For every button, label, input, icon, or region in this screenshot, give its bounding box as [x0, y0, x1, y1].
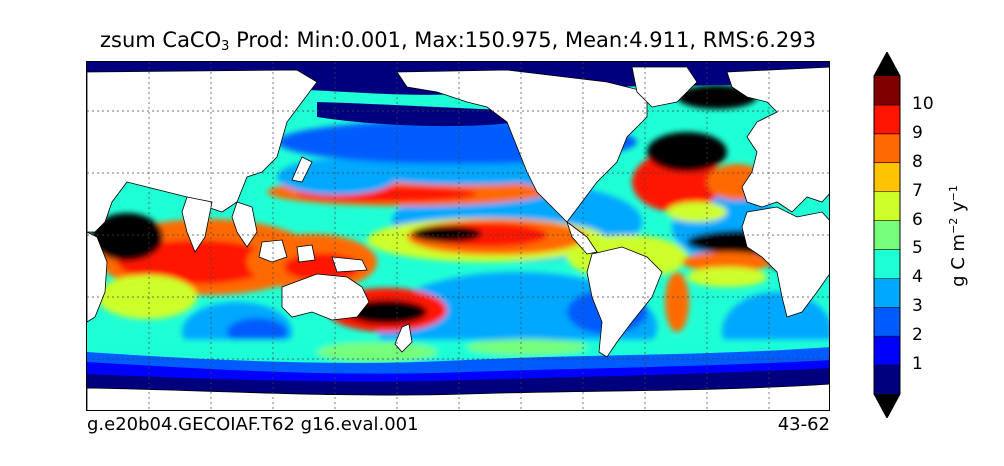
colorbar-label: g C m−2 y−1 [947, 185, 969, 287]
colorbar-tick-label: 4 [912, 267, 923, 288]
colorbar-segment [874, 133, 900, 164]
colorbar-tick-label: 3 [912, 296, 923, 317]
colorbar [873, 52, 901, 418]
graticule [87, 62, 829, 410]
colorbar-segment [874, 336, 900, 366]
colorbar-segment [874, 307, 900, 337]
map-title: zsum CaCO3 Prod: Min:0.001, Max:150.975,… [100, 28, 816, 54]
colorbar-tick-label: 9 [912, 122, 923, 143]
colorbar-tick-label: 2 [912, 325, 923, 346]
colorbar-over-arrow [874, 52, 900, 76]
map-panel [86, 61, 830, 411]
run-id-label: g.e20b04.GECOIAF.T62 g16.eval.001 [87, 414, 419, 435]
colorbar-tick-label: 5 [912, 238, 923, 259]
year-range-label: 43-62 [777, 414, 830, 435]
colorbar-tick-label: 8 [912, 151, 923, 172]
colorbar-segment [874, 220, 900, 250]
colorbar-segment [874, 76, 900, 106]
colorbar-segment [874, 365, 900, 395]
colorbar-tick-label: 7 [912, 180, 923, 201]
colorbar-segment [874, 162, 900, 193]
colorbar-segment [874, 249, 900, 279]
colorbar-segment [874, 104, 900, 135]
colorbar-segment [874, 191, 900, 222]
colorbar-segment [874, 278, 900, 308]
colorbar-tick-label: 1 [912, 354, 923, 375]
colorbar-tick-label: 6 [912, 209, 923, 230]
land-masses [87, 66, 829, 410]
colorbar-under-arrow [874, 394, 900, 418]
colorbar-tick-label: 10 [912, 93, 934, 114]
ocean-field-map [87, 62, 829, 410]
